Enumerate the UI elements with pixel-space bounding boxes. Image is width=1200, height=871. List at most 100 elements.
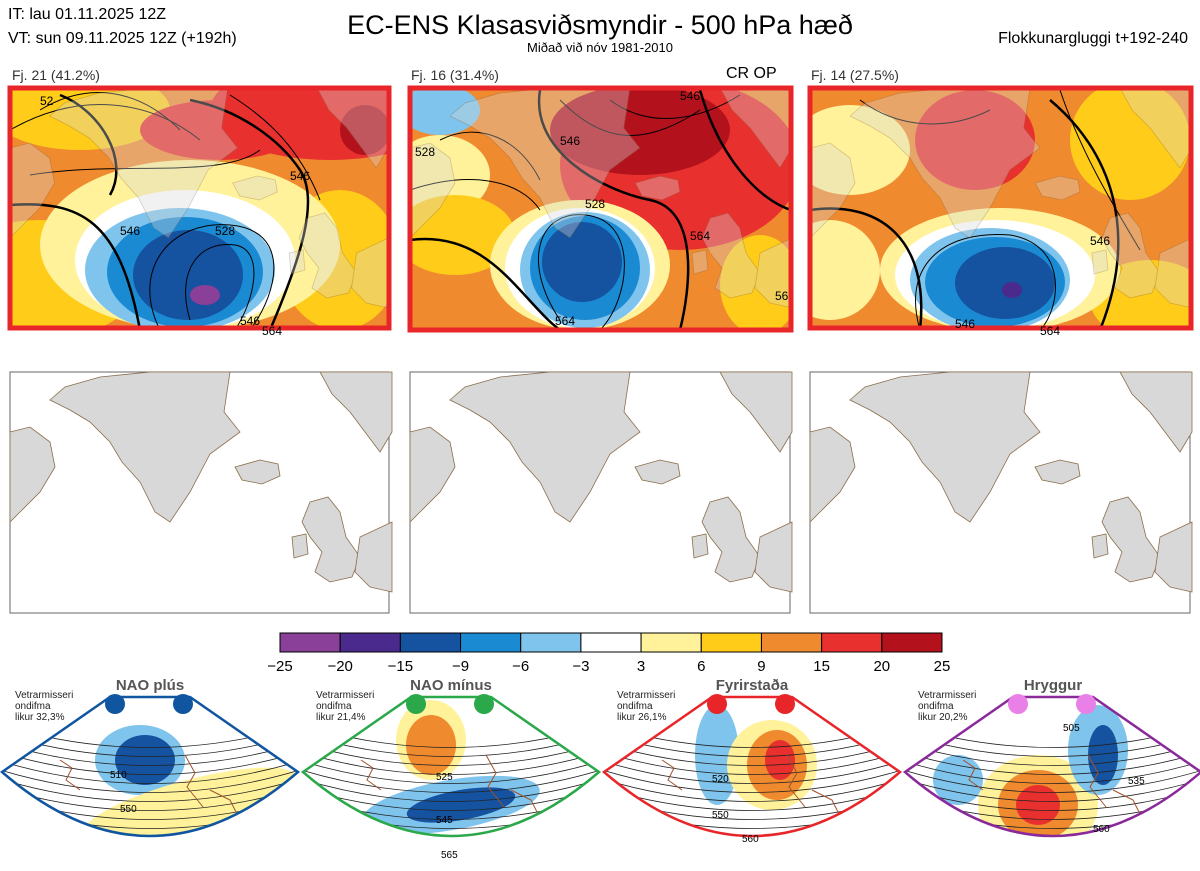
contour-line [604, 769, 900, 793]
base-map-1 [9, 371, 393, 614]
colorbar-tick: 20 [873, 658, 890, 675]
regime-frame [601, 695, 903, 838]
contour-label: 546 [955, 317, 975, 331]
colorbar-tick: −15 [388, 658, 413, 675]
regime-climatology: ondifma [617, 701, 653, 712]
anomaly-blob [83, 767, 297, 836]
anomaly-blob [1020, 849, 1056, 861]
regime-name: NAO mínus [410, 677, 492, 694]
base-map-2 [409, 371, 793, 614]
contour-label: 546 [1090, 234, 1110, 248]
valid-time: VT: sun 09.11.2025 12Z (+192h) [8, 30, 237, 47]
cluster-map-3: 546 546 564 [807, 85, 1194, 338]
colorbar-tick: 25 [934, 658, 951, 675]
contour-label: 52 [40, 94, 54, 108]
anomaly-blob [406, 715, 456, 775]
contour-label: 528 [215, 224, 235, 238]
contour-line [905, 760, 1200, 784]
contour-label: 550 [120, 804, 137, 815]
regime-climatology: likur 32,3% [15, 712, 65, 723]
contour-label: 546 [290, 169, 310, 183]
regime-climatology: likur 26,1% [617, 712, 667, 723]
contour-line [2, 778, 298, 802]
page-title: EC-ENS Klasasviðsmyndir - 500 hPa hæð [347, 10, 853, 40]
contour-label: 546 [240, 314, 260, 328]
contour-line [303, 760, 599, 784]
anomaly-blob [1016, 785, 1060, 825]
anomaly-blob [765, 740, 795, 780]
regime-climatology: Vetrarmisseri [15, 690, 73, 701]
contour-label: 564 [1040, 324, 1060, 338]
contour-line [2, 769, 298, 793]
contour-label: 528 [415, 145, 435, 159]
anomaly-blob [406, 787, 516, 823]
contour-line [604, 787, 900, 811]
colorbar-swatch [399, 632, 462, 653]
contour-line [303, 769, 599, 793]
cluster-label-2: Fj. 16 (31.4%) [411, 67, 499, 83]
colorbar-swatch [700, 632, 762, 653]
contour-label: 565 [441, 850, 458, 861]
init-time: IT: lau 01.11.2025 12Z [8, 6, 167, 23]
contour-line [905, 778, 1200, 802]
contour-label: 545 [436, 815, 453, 826]
colorbar-swatch [760, 632, 823, 653]
regime-dot [1008, 694, 1028, 714]
contour-line [905, 751, 1200, 775]
regime-climatology: Vetrarmisseri [918, 690, 976, 701]
contour-line [2, 760, 298, 784]
colorbar-tick: −3 [572, 658, 589, 675]
colorbar-tick: −9 [452, 658, 469, 675]
contour-line [604, 760, 900, 784]
contour-label: 560 [742, 834, 759, 845]
colorbar-tick: 9 [757, 658, 765, 675]
contour-label: 564 [690, 229, 710, 243]
colorbar-tick: −6 [512, 658, 529, 675]
colorbar-swatch [580, 632, 642, 653]
regime-dot [406, 694, 426, 714]
regime-climatology: Vetrarmisseri [316, 690, 374, 701]
cluster-map-1-border [7, 85, 392, 331]
regime-dot [775, 694, 795, 714]
contour-label: 546 [120, 224, 140, 238]
regime-frame [300, 695, 602, 838]
contour-label: 520 [712, 774, 729, 785]
colorbar-tick: 3 [637, 658, 645, 675]
contour-label: 564 [555, 314, 575, 328]
regime-climatology: ondifma [918, 701, 954, 712]
contour-line [303, 742, 599, 766]
colorbar-tick: 6 [697, 658, 705, 675]
contour-line [604, 778, 900, 802]
contour-label: 564 [262, 324, 282, 338]
colorbar-swatch [339, 632, 401, 653]
regime-dot [105, 694, 125, 714]
regime-climatology: Vetrarmisseri [617, 690, 675, 701]
contour-line [905, 742, 1200, 766]
contour-label: 546 [680, 89, 700, 103]
contour-line [905, 769, 1200, 793]
contour-line [303, 778, 599, 802]
contour-label: 510 [110, 770, 127, 781]
cluster-map-2: 528 546 528 546 564 564 56 [407, 85, 794, 333]
regime-dot [474, 694, 494, 714]
cluster-label-3: Fj. 14 (27.5%) [811, 67, 899, 83]
regime-frame [902, 695, 1200, 838]
contour-line [604, 742, 900, 766]
regime-climatology: likur 20,2% [918, 712, 968, 723]
page-subtitle: Miðað við nóv 1981-2010 [527, 40, 673, 55]
regime-dot [707, 694, 727, 714]
colorbar-tick: −20 [327, 658, 352, 675]
regime-name: NAO plús [116, 677, 184, 694]
classification-window: Flokkunargluggi t+192-240 [998, 30, 1188, 47]
contour-label: 546 [560, 134, 580, 148]
contour-line [604, 751, 900, 775]
contour-label: 505 [1063, 723, 1080, 734]
colorbar-swatch [881, 632, 943, 653]
regime-climatology: likur 21,4% [316, 712, 366, 723]
colorbar-tick: −25 [267, 658, 292, 675]
